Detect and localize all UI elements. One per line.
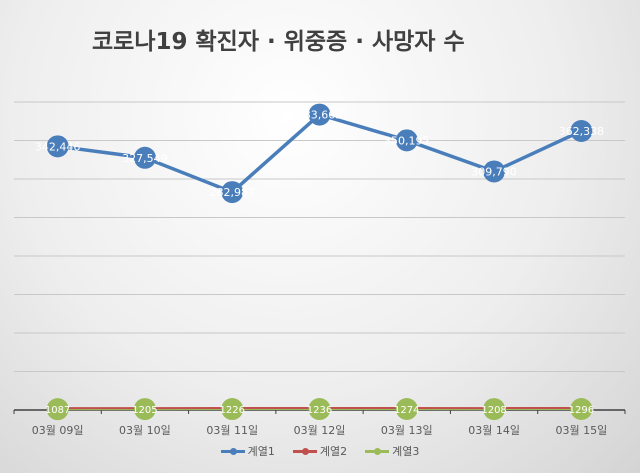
data-label-series3: 1205 <box>132 405 157 416</box>
data-label-series1: 327,549 <box>122 152 168 165</box>
data-label-series1: 362,338 <box>559 125 605 138</box>
data-label-series1: 383,665 <box>297 109 343 122</box>
x-tick-label: 03월 13일 <box>381 423 433 437</box>
legend-item-series1: 계열1 <box>220 443 275 459</box>
data-point-series3 <box>483 398 506 421</box>
legend-swatch-series3 <box>365 447 390 455</box>
data-point-series1 <box>46 135 69 158</box>
legend-swatch-series1 <box>220 447 245 455</box>
legend-swatch-series2 <box>292 447 317 455</box>
legend-label: 계열2 <box>319 445 348 458</box>
legend-label: 계열3 <box>392 445 420 458</box>
data-point-series1 <box>133 146 156 169</box>
data-label-series3: 1236 <box>307 405 332 416</box>
legend-item-series2: 계열2 <box>292 443 348 459</box>
chart-title: 코로나19 확진자 · 위중증 · 사망자 수 <box>92 29 465 55</box>
data-point-series1 <box>395 129 418 152</box>
data-point-series3 <box>221 398 244 421</box>
data-point-series3 <box>308 398 331 421</box>
data-label-series1: 309,790 <box>471 165 517 178</box>
data-label-series3: 1274 <box>394 405 419 416</box>
data-label-series3: 1208 <box>481 405 506 416</box>
data-point-series1 <box>221 181 244 204</box>
legend-label: 계열1 <box>247 445 275 458</box>
x-tick-label: 03월 10일 <box>119 423 171 437</box>
data-label-series1: 342,446 <box>35 140 81 153</box>
x-tick-label: 03월 12일 <box>294 423 346 437</box>
x-tick-label: 03월 15일 <box>555 423 607 437</box>
data-point-series1 <box>308 103 331 126</box>
data-point-series3 <box>570 398 593 421</box>
data-label-series3: 1226 <box>219 405 244 416</box>
x-tick-label: 03월 14일 <box>468 423 520 437</box>
data-point-series1 <box>570 119 593 142</box>
data-label-series3: 1296 <box>569 405 594 416</box>
legend-item-series3: 계열3 <box>365 443 419 459</box>
data-label-series1: 350,195 <box>384 134 430 147</box>
legend: 계열1 계열2 계열3 <box>0 443 640 459</box>
data-point-series1 <box>483 160 506 183</box>
data-point-series3 <box>395 398 418 421</box>
x-tick-label: 03월 09일 <box>32 423 84 437</box>
data-point-series3 <box>46 398 69 421</box>
data-point-series3 <box>133 398 156 421</box>
x-tick-label: 03월 11일 <box>206 423 258 437</box>
data-label-series1: 282,987 <box>209 186 255 199</box>
data-label-series3: 1087 <box>45 405 70 416</box>
